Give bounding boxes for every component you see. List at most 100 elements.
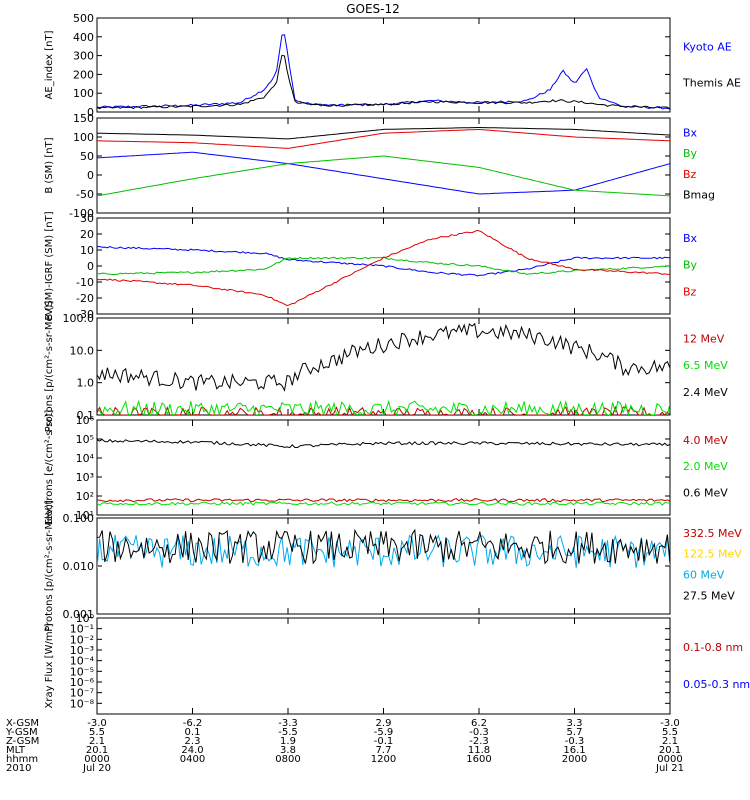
series-line-27-5-mev <box>97 528 670 565</box>
series-line-bmag <box>97 127 670 140</box>
panel-frame <box>96 17 671 113</box>
y-tick-label: 30 <box>80 212 94 225</box>
series-line-4-0-mev <box>97 498 670 503</box>
series-line-kyoto-ae <box>97 34 670 110</box>
y-tick-label: 10³ <box>76 471 94 484</box>
y-axis-label: Protons [p/(cm²-s-sr-MeV)] <box>44 301 55 433</box>
panel-frame <box>96 317 671 416</box>
footer-cell: -3.0 <box>87 718 107 729</box>
panel-protons_high: 0.100 0.010 0.001 Protons [p/(cm²-s-sr-MeV)… <box>44 500 742 632</box>
y-tick-label: 10⁻¹ <box>70 623 94 636</box>
footer-cell: 7.7 <box>376 745 392 756</box>
y-tick-label: -100 <box>69 207 94 220</box>
footer-cell: 2.3 <box>185 736 201 747</box>
plot-title: GOES-12 <box>346 2 400 16</box>
y-tick-label: 10⁻² <box>70 633 94 646</box>
legend-entry-kyoto-ae: Kyoto AE <box>683 41 732 54</box>
y-axis-label: Xray Flux [W/m²] <box>44 623 55 708</box>
footer-cell: 20.1 <box>86 745 108 756</box>
series-group <box>97 229 670 307</box>
legend-entry-6-5-mev: 6.5 MeV <box>683 359 728 372</box>
footer-cell: 2.9 <box>376 718 392 729</box>
series-line-bx <box>97 245 670 277</box>
y-tick-label: 10⁶ <box>76 414 95 427</box>
legend-entry-bx: Bx <box>683 127 698 140</box>
footer-cell: 2000 <box>562 754 587 765</box>
legend-entry-2-4-mev: 2.4 MeV <box>683 386 728 399</box>
y-tick-label: 200 <box>73 68 94 81</box>
legend-entry-bx: Bx <box>683 232 698 245</box>
footer-cell: 1.9 <box>280 736 296 747</box>
y-tick-label: 10² <box>76 490 94 503</box>
footer-cell: 0000 <box>657 754 682 765</box>
footer-cell: 6.2 <box>471 718 487 729</box>
y-axis-label: B (SM) [nT] <box>44 137 55 193</box>
y-tick-label: 300 <box>73 50 94 63</box>
legend-entry-4-0-mev: 4.0 MeV <box>683 434 728 447</box>
series-group <box>97 34 670 110</box>
legend-entry-0-6-mev: 0.6 MeV <box>683 487 728 500</box>
y-tick-label: 10.0 <box>70 344 95 357</box>
footer-cell: 5.5 <box>662 727 678 738</box>
footer-cell: 3.3 <box>567 718 583 729</box>
footer-row-label: 2010 <box>6 763 31 774</box>
footer-cell: Jul 20 <box>82 763 111 774</box>
panel-electrons: 10⁶ 10⁵ 10⁴ 10³ 10² 10¹ Electrons [e/(cm²-s-sr… <box>44 410 728 526</box>
y-tick-label: 0.100 <box>63 512 95 525</box>
y-tick-label: -50 <box>76 188 94 201</box>
footer-cell: -5.9 <box>374 727 394 738</box>
series-line-6-5-mev <box>97 399 670 415</box>
footer-cell: Jul 21 <box>655 763 684 774</box>
y-tick-label: -30 <box>76 308 94 321</box>
y-tick-label: 10⁻⁷ <box>70 687 94 700</box>
footer-cell: 2.1 <box>662 736 678 747</box>
y-axis-label: Electrons [e/(cm²-s-sr)] <box>44 410 55 526</box>
legend-entry-2-0-mev: 2.0 MeV <box>683 460 728 473</box>
footer-cell: 5.5 <box>89 727 105 738</box>
legend-entry-0-1-0-8-nm: 0.1-0.8 nm <box>683 641 743 654</box>
series-group <box>97 438 670 506</box>
panel-bigrf: 30 20 10 0 -10 -20 -30 B (SM)-IGRF (SM) [nT] Bx B… <box>44 211 698 321</box>
y-tick-label: 0 <box>87 106 94 119</box>
panel-frame <box>96 117 671 214</box>
y-tick-label: 10⁻³ <box>70 644 94 657</box>
legend-entry-bz: Bz <box>683 285 697 298</box>
footer-cell: 24.0 <box>181 745 203 756</box>
series-line-bz <box>97 129 670 149</box>
series-line-bx <box>97 151 670 195</box>
y-tick-label: 150 <box>73 112 94 125</box>
series-line-0-6-mev <box>97 438 670 449</box>
footer-cell: 1600 <box>466 754 491 765</box>
footer-row-label: MLT <box>6 745 26 756</box>
y-tick-label: 0.010 <box>63 560 95 573</box>
y-tick-label: 10⁻⁵ <box>70 665 94 678</box>
legend-entry-bz: Bz <box>683 168 697 181</box>
series-line-2-4-mev <box>97 322 670 392</box>
series-line-60-mev <box>97 534 670 569</box>
footer-cell: 0.1 <box>185 727 201 738</box>
legend-entry-bmag: Bmag <box>683 189 715 202</box>
panel-frame <box>96 517 671 615</box>
y-tick-label: 10⁵ <box>76 433 94 446</box>
legend-entry-by: By <box>683 259 698 272</box>
footer-cell: -0.3 <box>469 727 489 738</box>
panel-frame <box>96 617 671 715</box>
footer-cell: 1200 <box>371 754 396 765</box>
y-tick-label: 10⁰ <box>76 612 95 625</box>
legend-entry-27-5-mev: 27.5 MeV <box>683 589 735 602</box>
footer-cell: -0.3 <box>565 736 585 747</box>
footer-row-label: Z-GSM <box>6 736 39 747</box>
y-axis-label: B (SM)-IGRF (SM) [nT] <box>44 211 55 320</box>
y-tick-label: 10⁻⁸ <box>70 697 95 710</box>
y-tick-label: 10⁻⁶ <box>70 676 95 689</box>
y-tick-label: 10⁴ <box>76 452 95 465</box>
footer-cell: 2.1 <box>89 736 105 747</box>
y-tick-label: 10¹ <box>76 509 94 522</box>
panel-ae: 0 100 200 300 400 500 AE_index [nT] Kyoto AE The… <box>44 12 741 119</box>
footer-cell: -3.0 <box>660 718 680 729</box>
series-line-2-0-mev <box>97 501 670 506</box>
y-tick-label: 0 <box>87 260 94 273</box>
y-axis-label: Protons [p/(cm²-s-sr-MeV)] <box>44 500 55 632</box>
y-tick-label: 100 <box>73 131 94 144</box>
